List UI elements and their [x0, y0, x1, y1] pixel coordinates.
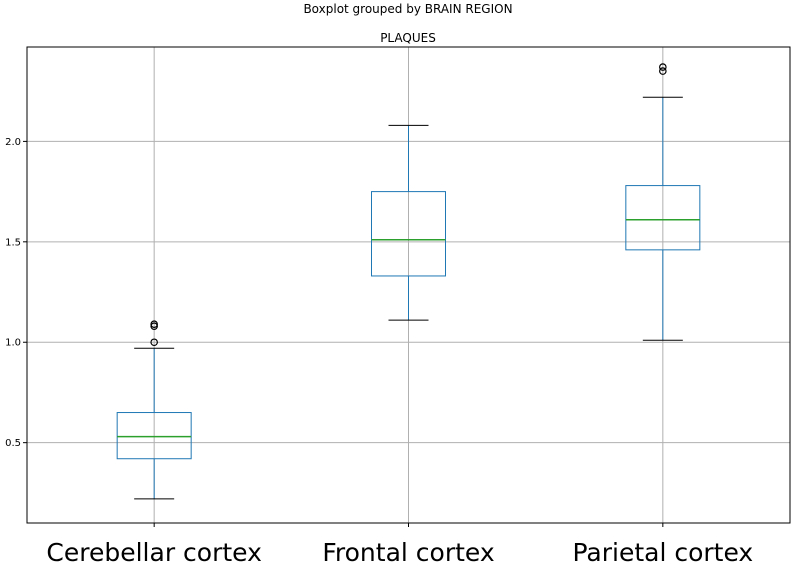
box-group: [371, 124, 446, 321]
outlier-point: [150, 320, 158, 328]
iqr-box: [116, 412, 192, 460]
y-axis: 0.5 1.0 1.5 2.0: [5, 137, 27, 449]
box-group: [116, 320, 192, 500]
box-group: [625, 63, 701, 341]
chart-title: PLAQUES: [380, 31, 436, 45]
iqr-box: [371, 191, 446, 277]
chart-suptitle: Boxplot grouped by BRAIN REGION: [303, 2, 512, 16]
box-layer: [116, 63, 701, 500]
x-axis: Cerebellar cortex Frontal cortex Parietal …: [46, 523, 753, 565]
x-tick-label: Cerebellar cortex: [46, 538, 262, 565]
y-tick-label: 1.5: [5, 237, 21, 248]
y-tick-label: 1.0: [5, 338, 21, 349]
iqr-box: [625, 185, 701, 251]
outlier-point: [659, 63, 667, 71]
x-tick-label: Parietal cortex: [572, 538, 753, 565]
outlier-point: [659, 67, 667, 75]
y-tick-label: 0.5: [5, 438, 21, 449]
x-tick-label: Frontal cortex: [322, 538, 494, 565]
outlier-point: [150, 338, 158, 347]
y-tick-label: 2.0: [5, 137, 21, 148]
